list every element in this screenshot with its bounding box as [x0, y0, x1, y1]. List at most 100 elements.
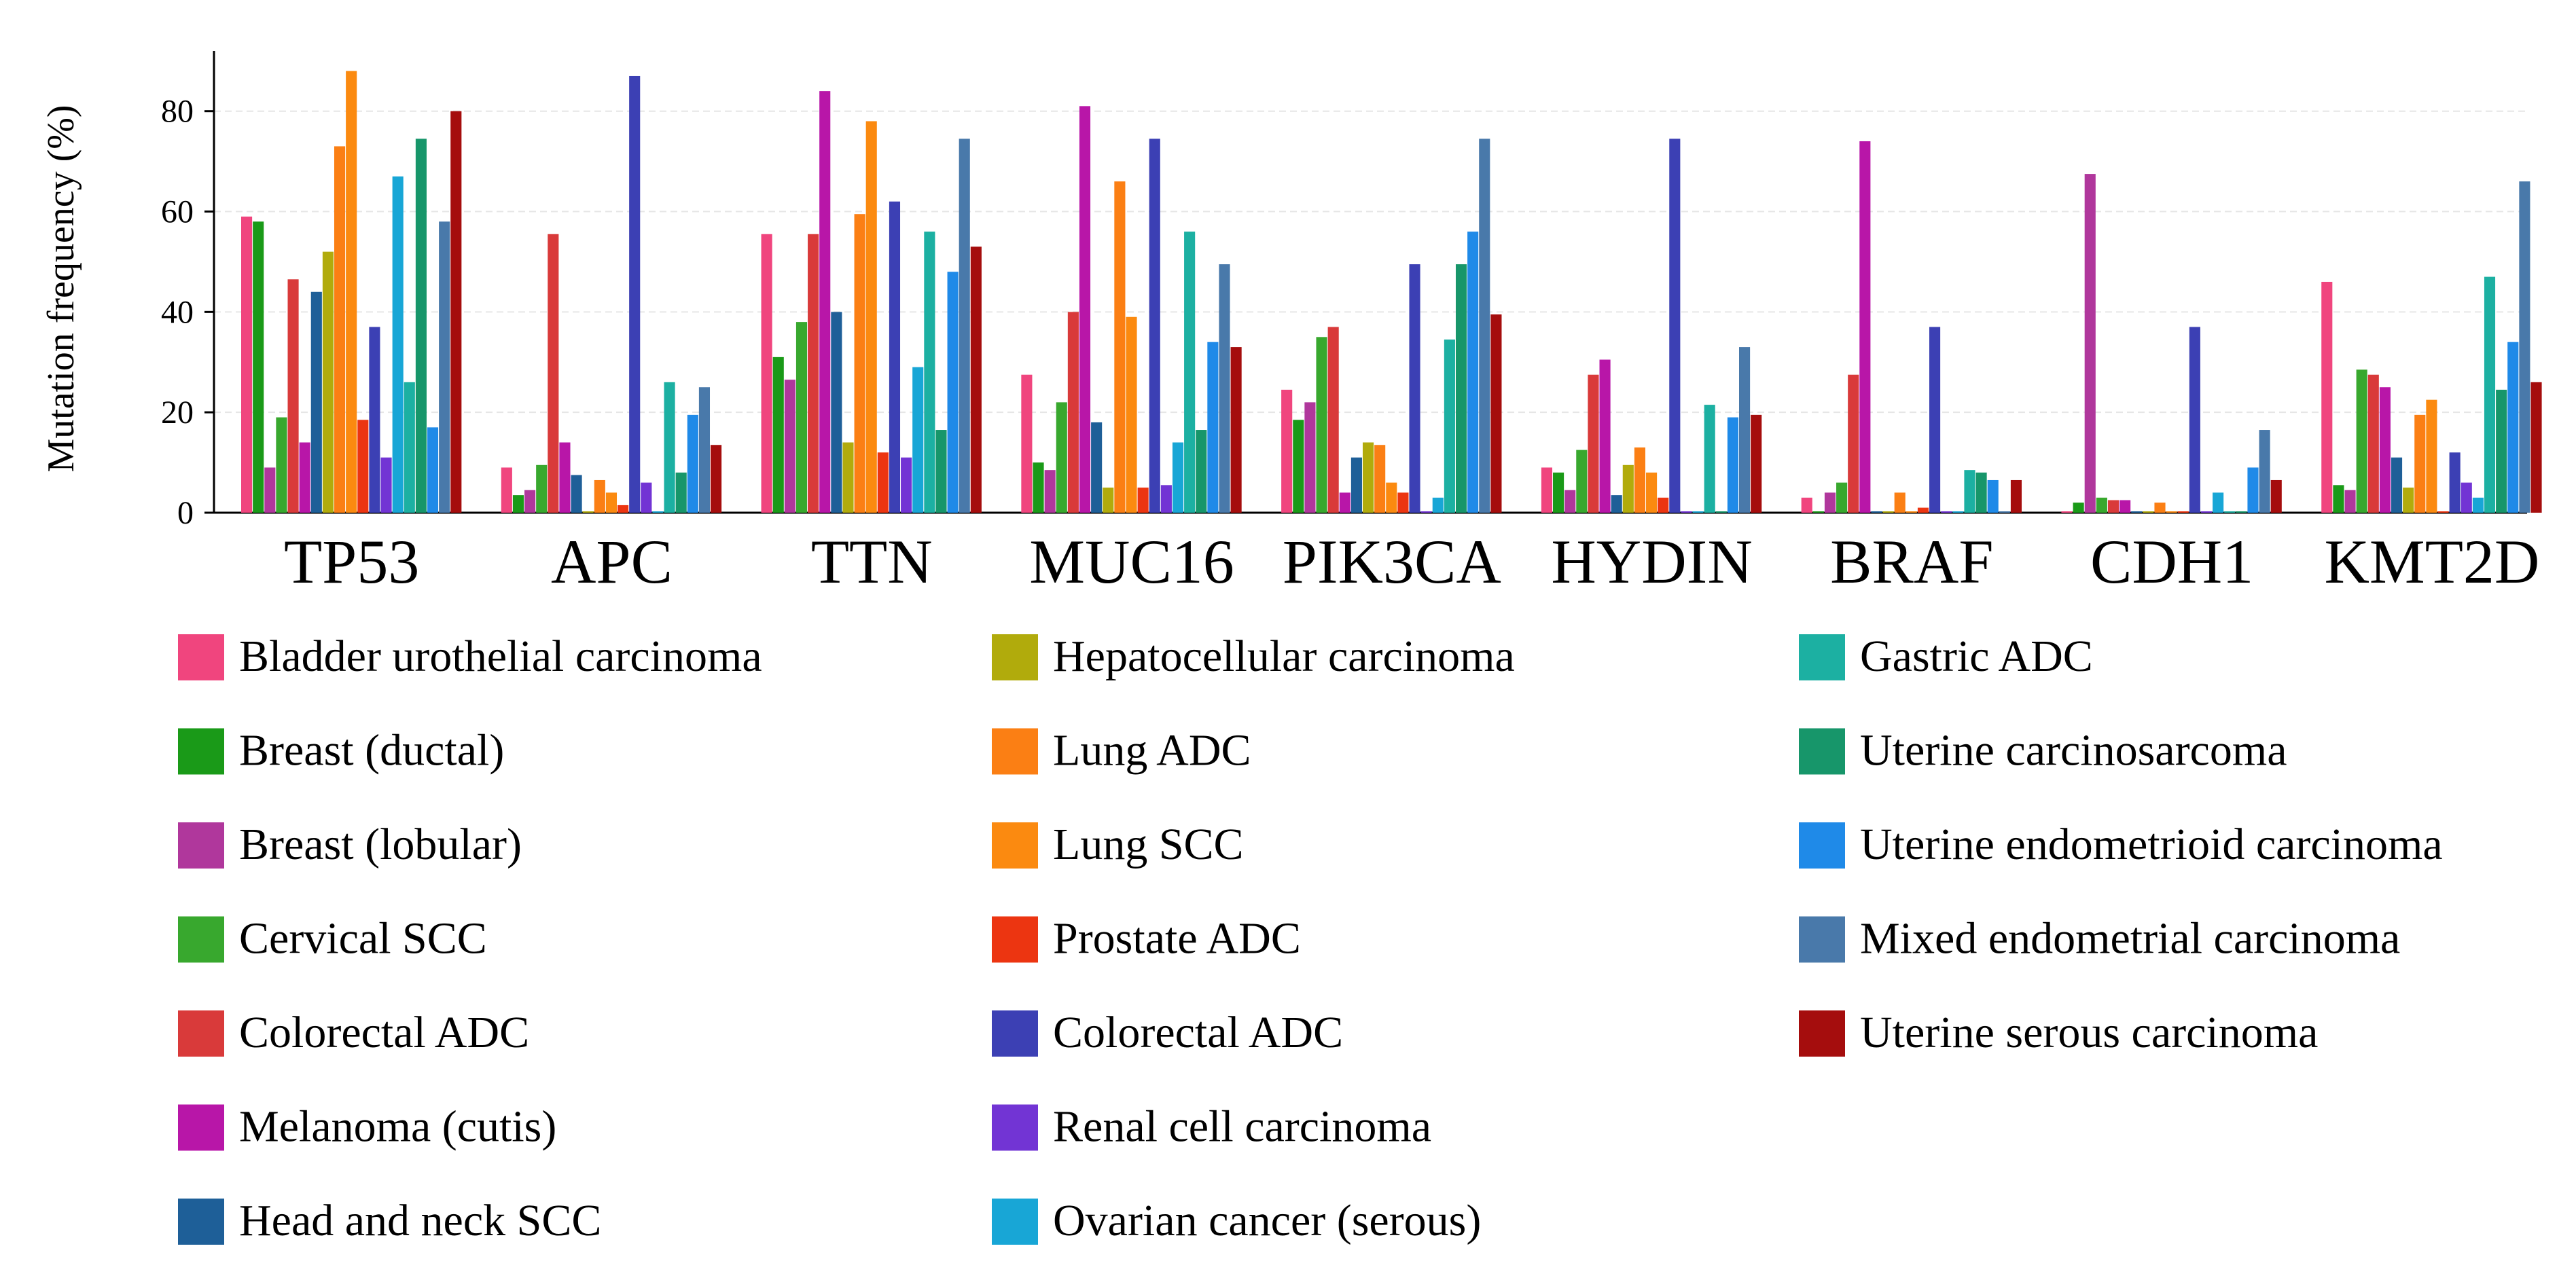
bar-muc16-11 — [1149, 139, 1160, 513]
bar-tp53-6 — [310, 291, 322, 513]
bar-ttn-9 — [865, 121, 877, 513]
bar-apc-16 — [687, 414, 698, 513]
bar-hydin-3 — [1576, 450, 1588, 513]
bar-tp53-7 — [322, 251, 334, 513]
bar-braf-18 — [2010, 479, 2022, 513]
bar-tp53-12 — [380, 457, 392, 513]
bar-apc-13 — [652, 511, 664, 513]
bar-ttn-15 — [935, 430, 947, 513]
legend-swatch — [178, 1010, 224, 1057]
bar-braf-0 — [1801, 497, 1812, 513]
y-tick-label: 80 — [161, 94, 194, 130]
legend-label: Renal cell carcinoma — [1053, 1102, 1431, 1152]
bar-pik3ca-16 — [1467, 232, 1479, 513]
bar-pik3ca-12 — [1420, 511, 1432, 513]
bar-muc16-4 — [1067, 312, 1079, 513]
bar-tp53-5 — [299, 442, 310, 513]
bar-cdh1-9 — [2166, 511, 2177, 513]
bar-braf-6 — [1871, 511, 1882, 513]
legend-swatch — [178, 822, 224, 869]
bar-muc16-0 — [1021, 374, 1033, 513]
bar-braf-11 — [1929, 327, 1941, 513]
bar-kmt2d-15 — [2496, 389, 2507, 513]
legend-swatch — [178, 916, 224, 963]
legend-swatch — [992, 1199, 1038, 1245]
bar-apc-2 — [524, 490, 536, 513]
bar-cdh1-14 — [2224, 511, 2236, 513]
x-tick-label: MUC16 — [1029, 527, 1234, 596]
bar-kmt2d-1 — [2333, 485, 2344, 513]
y-tick-label: 20 — [161, 395, 194, 431]
bar-tp53-14 — [404, 382, 415, 513]
bar-braf-3 — [1836, 482, 1848, 513]
bar-kmt2d-18 — [2530, 382, 2542, 513]
bar-tp53-1 — [253, 221, 264, 513]
bar-cdh1-18 — [2270, 479, 2282, 513]
bar-pik3ca-9 — [1386, 482, 1397, 513]
bar-hydin-13 — [1692, 511, 1704, 513]
bar-kmt2d-2 — [2344, 490, 2356, 513]
x-tick-labels: TP53 APC TTN MUC16 PIK3CA HYDIN BRAF CDH1 KMT2D — [284, 527, 2539, 596]
legend-swatch — [178, 728, 224, 775]
y-tick-labels: 0 20 40 60 80 — [161, 94, 194, 531]
bar-kmt2d-4 — [2367, 374, 2379, 513]
x-tick-label: APC — [551, 527, 673, 596]
bar-hydin-12 — [1681, 511, 1692, 513]
bar-ttn-3 — [795, 322, 808, 513]
bar-braf-9 — [1906, 511, 1917, 513]
legend-swatch — [1799, 634, 1845, 680]
bar-muc16-5 — [1079, 106, 1091, 513]
bar-apc-3 — [536, 464, 548, 513]
bar-kmt2d-11 — [2449, 452, 2461, 513]
bar-muc16-12 — [1160, 485, 1172, 513]
bar-hydin-1 — [1553, 472, 1564, 513]
bar-ttn-18 — [970, 247, 982, 513]
bar-muc16-6 — [1091, 422, 1103, 513]
bar-ttn-7 — [842, 442, 854, 513]
bar-kmt2d-3 — [2356, 369, 2367, 513]
legend-swatch — [1799, 916, 1845, 963]
legend-label: Breast (lobular) — [239, 820, 522, 869]
x-tick-label: KMT2D — [2324, 527, 2539, 596]
legend-swatch — [992, 634, 1038, 680]
bar-pik3ca-7 — [1362, 442, 1374, 513]
bar-ttn-11 — [889, 201, 901, 513]
legend-swatch — [992, 916, 1038, 963]
bar-kmt2d-7 — [2403, 488, 2414, 513]
bar-muc16-13 — [1172, 442, 1184, 513]
bar-kmt2d-10 — [2437, 511, 2449, 513]
bar-braf-7 — [1882, 511, 1894, 513]
legend-label: Bladder urothelial carcinoma — [239, 632, 762, 681]
bar-apc-6 — [571, 475, 582, 513]
legend-label: Uterine serous carcinoma — [1860, 1008, 2318, 1057]
bar-tp53-8 — [334, 146, 346, 513]
bar-braf-5 — [1859, 141, 1871, 513]
bar-pik3ca-14 — [1444, 340, 1455, 513]
bar-apc-7 — [582, 511, 594, 513]
bar-pik3ca-13 — [1432, 497, 1444, 513]
bar-cdh1-12 — [2200, 511, 2213, 513]
legend-label: Gastric ADC — [1860, 632, 2093, 681]
x-tick-label: BRAF — [1830, 527, 1993, 596]
bar-apc-11 — [629, 75, 641, 513]
x-tick-label: CDH1 — [2090, 527, 2253, 596]
bar-apc-1 — [512, 495, 524, 513]
legend-label: Breast (ductal) — [239, 726, 504, 775]
bar-kmt2d-9 — [2426, 399, 2437, 513]
bar-hydin-8 — [1634, 447, 1645, 513]
bar-hydin-7 — [1622, 464, 1634, 513]
bar-cdh1-17 — [2259, 430, 2270, 513]
bar-cdh1-5 — [2119, 500, 2131, 513]
bar-braf-4 — [1848, 374, 1859, 513]
bar-apc-12 — [641, 482, 652, 513]
legend-swatch — [1799, 822, 1845, 869]
bar-hydin-6 — [1611, 495, 1622, 513]
legend-label: Lung ADC — [1053, 726, 1251, 775]
bar-cdh1-0 — [2061, 511, 2073, 513]
bar-kmt2d-17 — [2519, 181, 2530, 513]
bar-pik3ca-4 — [1327, 327, 1339, 513]
legend-label: Head and neck SCC — [239, 1196, 601, 1245]
bar-ttn-14 — [924, 232, 935, 513]
bar-cdh1-4 — [2107, 500, 2119, 513]
